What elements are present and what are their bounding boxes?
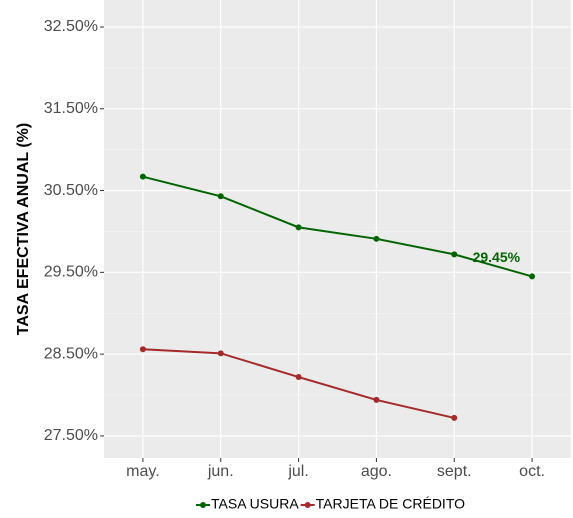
y-tick-label: 28.50%: [44, 345, 98, 362]
y-tick-label: 32.50%: [44, 18, 98, 35]
x-tick-label: sept.: [437, 463, 472, 480]
data-point: [217, 350, 224, 357]
data-point: [295, 374, 302, 381]
y-tick-label: 31.50%: [44, 100, 98, 117]
y-tick-label: 30.50%: [44, 182, 98, 199]
y-tick-label: 27.50%: [44, 427, 98, 444]
series-line: [142, 175, 533, 278]
y-tick-label: 29.50%: [44, 264, 98, 281]
legend-key-point: [200, 502, 206, 508]
data-label: 29.45%: [473, 249, 521, 265]
data-point: [217, 193, 224, 200]
data-point: [139, 346, 146, 353]
legend-label: TARJETA DE CRÉDITO: [316, 496, 465, 512]
x-tick-label: oct.: [519, 463, 545, 480]
data-point: [373, 235, 380, 242]
data-point: [373, 396, 380, 403]
x-tick-label: jun.: [207, 463, 234, 480]
legend-label: TASA USURA: [211, 496, 299, 512]
legend-key-point: [304, 502, 311, 508]
data-point: [295, 224, 302, 231]
y-axis-title: TASA EFECTIVA ANUAL (%): [15, 123, 32, 335]
data-point: [139, 173, 146, 180]
x-tick-label: jul.: [287, 463, 308, 480]
data-point: [451, 414, 458, 421]
x-tick-label: may.: [126, 463, 159, 480]
data-point: [529, 273, 536, 280]
data-point: [451, 251, 458, 258]
x-tick-label: ago.: [361, 463, 392, 480]
panel: [104, 0, 571, 458]
